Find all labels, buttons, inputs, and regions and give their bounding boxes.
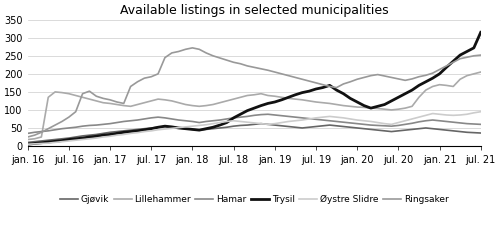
Trysil [450, 60, 456, 63]
Øystre Slidre [230, 119, 236, 122]
Ringsaker [478, 54, 484, 57]
Hamar [210, 119, 216, 122]
Trysil [210, 126, 216, 129]
Gjøvik [24, 141, 30, 144]
Gjøvik [450, 129, 456, 132]
Line: Hamar: Hamar [28, 114, 480, 133]
Lillehammer [128, 105, 134, 108]
Øystre Slidre [24, 143, 30, 146]
Ringsaker [238, 62, 244, 65]
Line: Trysil: Trysil [28, 32, 480, 144]
Lillehammer [210, 103, 216, 106]
Lillehammer [230, 98, 236, 101]
Trysil [94, 135, 100, 138]
Line: Ringsaker: Ringsaker [28, 48, 480, 137]
Line: Lillehammer: Lillehammer [28, 72, 480, 140]
Hamar [80, 125, 86, 128]
Gjøvik [478, 132, 484, 134]
Ringsaker [80, 92, 86, 95]
Lillehammer [24, 138, 30, 141]
Øystre Slidre [128, 132, 134, 135]
Øystre Slidre [210, 122, 216, 125]
Trysil [24, 143, 30, 146]
Lillehammer [450, 85, 456, 88]
Hamar [230, 116, 236, 119]
Ringsaker [217, 57, 223, 59]
Ringsaker [374, 73, 380, 76]
Gjøvik [374, 129, 380, 131]
Hamar [450, 121, 456, 123]
Title: Available listings in selected municipalities: Available listings in selected municipal… [120, 4, 388, 17]
Legend: Gjøvik, Lillehammer, Hamar, Trysil, Øystre Slidre, Ringsaker: Gjøvik, Lillehammer, Hamar, Trysil, Øyst… [56, 191, 452, 207]
Trysil [368, 107, 374, 109]
Øystre Slidre [368, 120, 374, 123]
Hamar [94, 124, 100, 126]
Øystre Slidre [450, 114, 456, 117]
Lillehammer [368, 107, 374, 109]
Ringsaker [24, 136, 30, 138]
Gjøvik [210, 127, 216, 130]
Trysil [478, 31, 484, 34]
Hamar [24, 132, 30, 135]
Øystre Slidre [94, 137, 100, 139]
Line: Øystre Slidre: Øystre Slidre [28, 112, 480, 144]
Gjøvik [230, 125, 236, 128]
Ringsaker [190, 47, 196, 49]
Gjøvik [94, 133, 100, 136]
Hamar [265, 113, 271, 116]
Ringsaker [450, 61, 456, 64]
Gjøvik [258, 122, 264, 125]
Trysil [230, 116, 236, 119]
Øystre Slidre [478, 110, 484, 113]
Ringsaker [94, 95, 100, 98]
Gjøvik [80, 135, 86, 137]
Lillehammer [94, 100, 100, 102]
Trysil [128, 130, 134, 133]
Lillehammer [478, 71, 484, 73]
Line: Gjøvik: Gjøvik [28, 124, 480, 142]
Hamar [374, 124, 380, 127]
Hamar [478, 123, 484, 126]
